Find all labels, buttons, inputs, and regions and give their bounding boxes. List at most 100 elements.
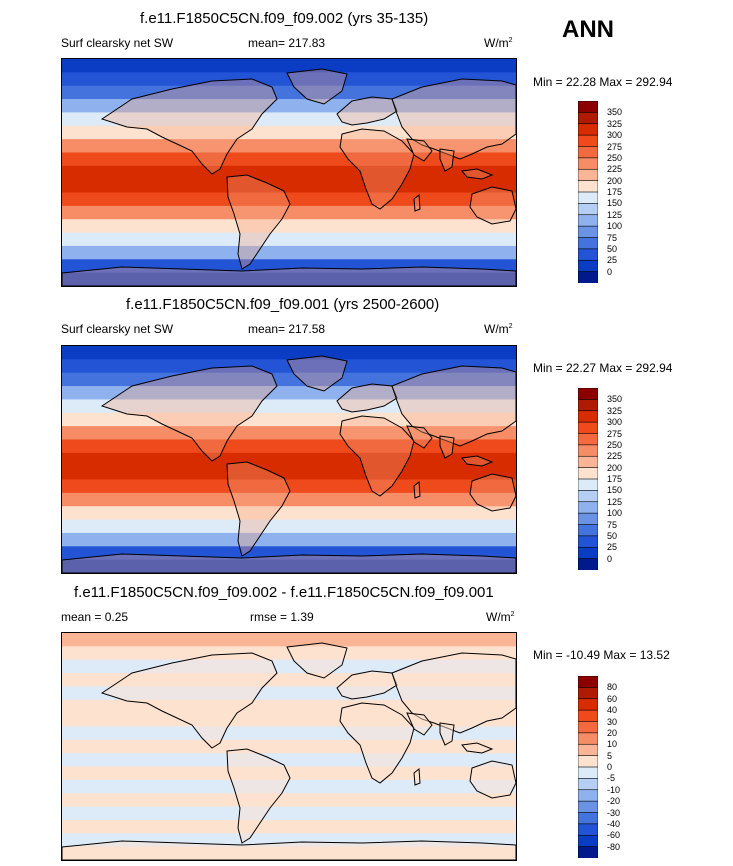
colorbar-swatch <box>578 180 598 193</box>
latitude-band <box>62 359 516 374</box>
continent-outline <box>339 702 415 784</box>
colorbar-swatch <box>578 410 598 423</box>
continent-outline <box>336 670 398 700</box>
panel-2-minmax: Min = 22.27 Max = 292.94 <box>533 361 673 375</box>
continent-outline <box>469 473 516 512</box>
latitude-band <box>62 139 516 153</box>
continent-outline <box>469 186 516 225</box>
continent-outline <box>226 174 291 270</box>
panel-1-map <box>61 58 517 287</box>
colorbar-swatch <box>578 834 598 848</box>
colorbar-tick-label: -30 <box>607 807 621 818</box>
colorbar-swatch <box>578 846 598 858</box>
colorbar-tick-label: -10 <box>607 784 621 795</box>
colorbar-swatch <box>578 157 598 170</box>
continent-outline <box>226 748 291 844</box>
latitude-band <box>62 466 516 481</box>
latitude-band <box>62 165 516 180</box>
latitude-band <box>62 386 516 400</box>
continent-outline <box>406 138 433 162</box>
latitude-band <box>62 646 516 661</box>
colorbar-tick-label: 0 <box>607 553 613 564</box>
panel-2-colorbar <box>578 388 598 570</box>
colorbar-tick-label: 40 <box>607 705 618 716</box>
panel-1-mean: mean= 217.83 <box>248 36 326 50</box>
continent-outline <box>336 96 398 126</box>
continent-outline <box>62 840 516 860</box>
colorbar-tick-label: 175 <box>607 187 623 197</box>
continent-outline <box>413 481 421 499</box>
colorbar-swatch <box>578 168 598 182</box>
colorbar-swatch <box>578 191 598 204</box>
colorbar-swatch <box>578 812 598 825</box>
latitude-band <box>62 633 516 647</box>
colorbar-tick-label: 50 <box>607 243 618 254</box>
colorbar-tick-label: 10 <box>607 739 618 750</box>
colorbar-tick-label: 125 <box>607 209 623 220</box>
colorbar-swatch <box>578 676 598 688</box>
colorbar-tick-label: 75 <box>607 519 618 530</box>
latitude-band <box>62 559 516 573</box>
colorbar-tick-label: 300 <box>607 130 623 141</box>
colorbar-swatch <box>578 248 598 261</box>
panel-1-field: Surf clearsky net SW <box>61 36 174 50</box>
panel-3-mean: mean = 0.25 <box>61 610 129 624</box>
panel-3-rmse: rmse = 1.39 <box>250 610 314 624</box>
panel-2-title: f.e11.F1850C5CN.f09_f09.001 (yrs 2500-26… <box>126 296 440 313</box>
colorbar-tick-label: 225 <box>607 164 623 175</box>
colorbar-swatch <box>578 698 598 711</box>
latitude-band <box>62 399 516 414</box>
latitude-band <box>62 219 516 234</box>
panel-2-mean: mean= 217.58 <box>248 322 326 336</box>
latitude-band <box>62 72 516 87</box>
latitude-band <box>62 452 516 467</box>
colorbar-swatch <box>578 709 598 723</box>
latitude-band <box>62 479 516 494</box>
latitude-band <box>62 346 516 360</box>
continent-outline <box>391 652 516 734</box>
colorbar-swatch <box>578 778 598 791</box>
colorbar-swatch <box>578 524 598 537</box>
panel-1-colorbar <box>578 101 598 283</box>
panel-1-units: W/m2 <box>484 36 513 50</box>
colorbar-swatch <box>578 721 598 734</box>
panel-2-units: W/m2 <box>484 322 513 336</box>
latitude-band <box>62 426 516 440</box>
latitude-band <box>62 766 516 781</box>
colorbar-tick-label: 325 <box>607 405 623 416</box>
latitude-band <box>62 125 516 140</box>
continent-outline <box>469 760 516 799</box>
continent-outline <box>339 415 415 497</box>
colorbar-tick-label: 150 <box>607 485 623 496</box>
panel-2-field: Surf clearsky net SW <box>61 322 174 336</box>
colorbar-swatch <box>578 478 598 491</box>
colorbar-swatch <box>578 512 598 526</box>
latitude-band <box>62 439 516 454</box>
colorbar-swatch <box>578 687 598 700</box>
colorbar-tick-label: 50 <box>607 530 618 541</box>
continent-outline <box>100 78 278 175</box>
colorbar-tick-label: 275 <box>607 141 623 152</box>
colorbar-tick-label: -40 <box>607 818 621 829</box>
colorbar-swatch <box>578 421 598 435</box>
continent-outline <box>391 365 516 447</box>
panel-1-minmax: Min = 22.28 Max = 292.94 <box>533 75 673 89</box>
continent-outline <box>286 642 348 679</box>
colorbar-swatch <box>578 455 598 469</box>
colorbar-swatch <box>578 800 598 814</box>
colorbar-swatch <box>578 203 598 216</box>
colorbar-tick-label: 30 <box>607 716 618 727</box>
colorbar-swatch <box>578 225 598 239</box>
colorbar-tick-label: -20 <box>607 796 621 807</box>
continent-outline <box>100 652 278 749</box>
colorbar-swatch <box>578 535 598 548</box>
latitude-band <box>62 532 516 547</box>
continent-outline <box>439 435 455 459</box>
colorbar-swatch <box>578 146 598 159</box>
panel-3-title: f.e11.F1850C5CN.f09_f09.002 - f.e11.F185… <box>74 584 494 601</box>
colorbar-swatch <box>578 558 598 570</box>
panel-3-minmax: Min = -10.49 Max = 13.52 <box>533 648 670 662</box>
continent-outline <box>226 461 291 557</box>
latitude-band <box>62 152 516 167</box>
continent-outline <box>62 553 516 573</box>
